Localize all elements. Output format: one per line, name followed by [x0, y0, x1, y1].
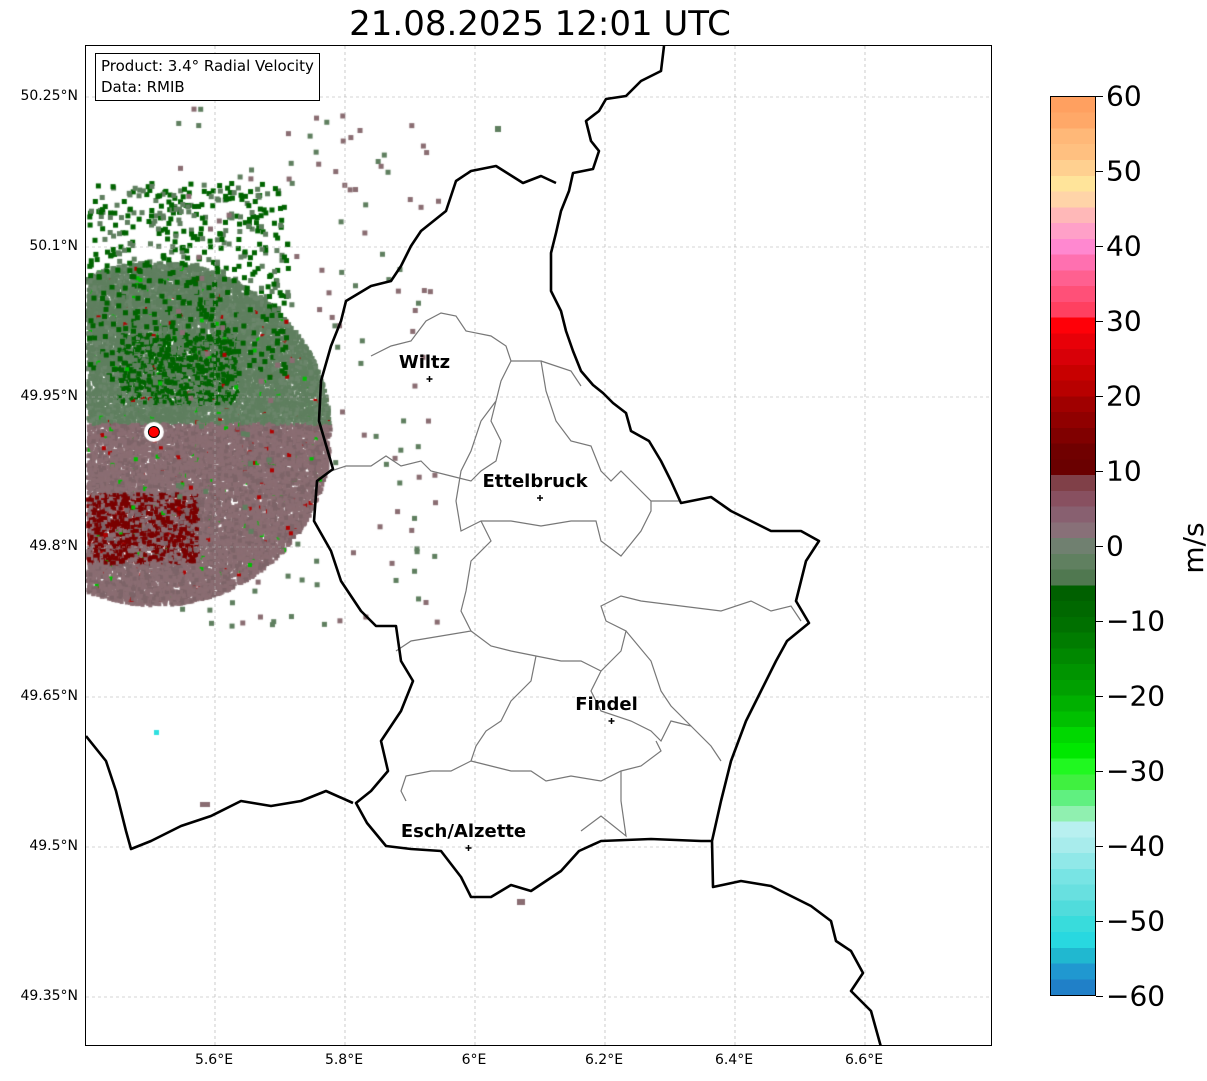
city-label: Esch/Alzette	[400, 821, 527, 842]
colorbar-tick-label: −20	[1106, 679, 1166, 713]
colorbar-tick	[1096, 546, 1103, 547]
map-overlay	[86, 46, 991, 1045]
lat-tick-label: 49.35°N	[20, 988, 78, 1004]
colorbar-tick-label: −10	[1106, 604, 1166, 638]
colorbar-tick	[1096, 471, 1103, 472]
city-marker	[426, 376, 433, 382]
lon-tick-label: 5.8°E	[324, 1052, 364, 1068]
lon-tick-label: 6°E	[461, 1052, 487, 1068]
lat-tick-label: 49.95°N	[20, 388, 78, 404]
colorbar-tick-label: 50	[1106, 154, 1142, 188]
colorbar-tick-label: 20	[1106, 379, 1142, 413]
city-marker	[608, 718, 615, 724]
lat-tick-label: 49.8°N	[29, 538, 78, 554]
city-marker	[537, 495, 543, 501]
colorbar-tick	[1096, 171, 1103, 172]
data-source-label: Data: RMIB	[101, 78, 185, 96]
colorbar-tick	[1096, 96, 1103, 97]
colorbar-tick-label: 40	[1106, 229, 1142, 263]
colorbar-tick	[1096, 321, 1103, 322]
canton-borders	[330, 312, 802, 838]
city-marker	[465, 845, 472, 851]
lon-tick-label: 6.6°E	[844, 1052, 884, 1068]
colorbar-tick-label: 30	[1106, 304, 1142, 338]
lat-tick-label: 49.65°N	[20, 688, 78, 704]
map-title: 21.08.2025 12:01 UTC	[349, 4, 731, 44]
colorbar-unit-label: m/s	[1177, 522, 1207, 574]
lat-tick-label: 50.1°N	[29, 238, 78, 254]
colorbar-tick-label: −30	[1106, 754, 1166, 788]
radar-site-marker	[147, 426, 160, 438]
lon-tick-label: 6.4°E	[714, 1052, 754, 1068]
colorbar-tick-label: −60	[1106, 979, 1166, 1013]
city-label: Ettelbruck	[482, 471, 588, 492]
colorbar-tick-label: 60	[1106, 79, 1142, 113]
colorbar-tick-label: 0	[1106, 529, 1124, 563]
lon-tick-label: 5.6°E	[194, 1052, 234, 1068]
colorbar-tick	[1096, 396, 1103, 397]
colorbar-tick-label: −50	[1106, 904, 1166, 938]
lat-tick-label: 49.5°N	[29, 838, 78, 854]
colorbar-tick	[1096, 246, 1103, 247]
colorbar-tick	[1096, 696, 1103, 697]
lon-tick-label: 6.2°E	[584, 1052, 624, 1068]
city-label: Wiltz	[398, 352, 451, 373]
radar-map[interactable]: Product: 3.4° Radial Velocity Data: RMIB…	[85, 45, 992, 1046]
colorbar-tick-label: 10	[1106, 454, 1142, 488]
colorbar	[1050, 96, 1096, 996]
colorbar-tick	[1096, 921, 1103, 922]
gridlines	[86, 46, 991, 1045]
city-label: Findel	[575, 694, 638, 715]
radar-echo-layer	[86, 46, 991, 1045]
colorbar-tick	[1096, 996, 1103, 997]
lat-tick-label: 50.25°N	[20, 88, 78, 104]
colorbar-tick	[1096, 846, 1103, 847]
colorbar-tick	[1096, 621, 1103, 622]
colorbar-tick-label: −40	[1106, 829, 1166, 863]
product-label: Product: 3.4° Radial Velocity	[101, 57, 314, 75]
city-markers	[426, 376, 615, 851]
info-box: Product: 3.4° Radial Velocity Data: RMIB	[95, 53, 320, 101]
country-borders	[86, 46, 882, 1045]
colorbar-tick	[1096, 771, 1103, 772]
